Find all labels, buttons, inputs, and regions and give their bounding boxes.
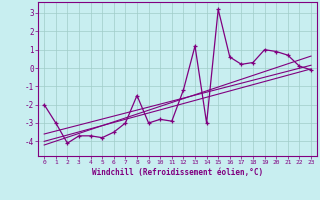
X-axis label: Windchill (Refroidissement éolien,°C): Windchill (Refroidissement éolien,°C) <box>92 168 263 177</box>
